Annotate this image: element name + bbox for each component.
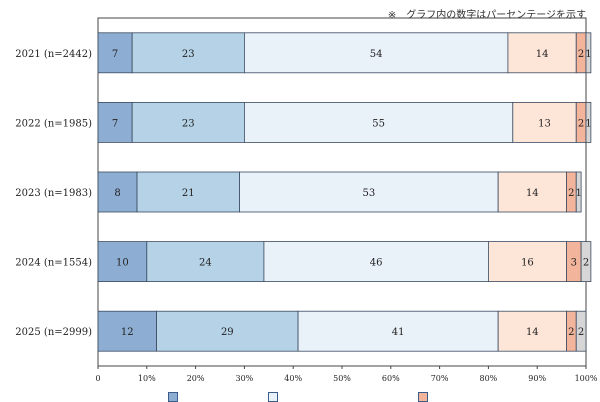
x-tick-label: 70% — [431, 374, 449, 383]
data-label: 23 — [182, 49, 195, 60]
data-label: 7 — [112, 49, 118, 60]
data-label: 3 — [571, 258, 577, 269]
bar-segment — [136, 171, 240, 213]
category-label: 2024 (n=1554) — [15, 258, 92, 269]
bar-segment — [97, 102, 133, 143]
data-label: 1 — [585, 49, 591, 60]
data-label: 10 — [116, 258, 129, 269]
data-label: 23 — [182, 118, 195, 129]
x-tick-label: 50% — [333, 374, 351, 383]
data-label: 14 — [536, 49, 549, 60]
bar-segment — [297, 310, 499, 352]
data-label: 21 — [182, 188, 195, 199]
bar-segment — [131, 102, 245, 143]
bar-segment — [575, 310, 587, 352]
x-tick-label: 10% — [138, 374, 156, 383]
x-tick-label: 80% — [480, 374, 498, 383]
bar-segment — [585, 32, 592, 74]
x-tick-label: 100% — [575, 374, 598, 383]
data-label: 7 — [112, 118, 118, 129]
data-label: 14 — [526, 188, 539, 199]
data-label: 16 — [521, 258, 534, 269]
data-label: 2 — [568, 188, 574, 199]
bar-segment — [580, 241, 592, 283]
data-label: 2 — [568, 327, 574, 338]
bar-segment — [131, 32, 245, 74]
chart-note: ※ グラフ内の数字はパーセンテージを示す — [387, 10, 586, 21]
x-tick-label: 20% — [187, 374, 205, 383]
bar-segment — [585, 102, 592, 143]
bar-segment — [243, 102, 514, 143]
data-label: 29 — [221, 327, 234, 338]
data-label: 8 — [114, 188, 120, 199]
category-label: 2025 (n=2999) — [15, 327, 92, 338]
data-label: 2 — [578, 118, 584, 129]
x-tick-label: 40% — [284, 374, 302, 383]
legend-swatch-2 — [268, 392, 278, 402]
bar-segment — [497, 171, 567, 213]
bar-segment — [575, 171, 582, 213]
bar-segment — [487, 241, 567, 283]
data-label: 2 — [578, 327, 584, 338]
data-label: 54 — [370, 49, 383, 60]
data-label: 55 — [372, 118, 385, 129]
bar-segment — [239, 171, 499, 213]
data-label: 53 — [362, 188, 375, 199]
data-label: 24 — [199, 258, 212, 269]
legend-item-2 — [268, 392, 278, 402]
bar-segment — [497, 310, 567, 352]
x-tick-label: 30% — [236, 374, 254, 383]
data-label: 1 — [575, 188, 581, 199]
category-label: 2022 (n=1985) — [15, 118, 92, 129]
data-label: 14 — [526, 327, 539, 338]
x-tick-label: 90% — [528, 374, 546, 383]
legend — [168, 392, 428, 402]
bar-segment — [97, 171, 138, 213]
data-label: 2 — [583, 258, 589, 269]
bar-segment — [146, 241, 265, 283]
x-tick-label: 0 — [95, 374, 100, 383]
x-tick-label: 60% — [382, 374, 400, 383]
category-label: 2021 (n=2442) — [15, 49, 92, 60]
bar-segment — [263, 241, 489, 283]
data-label: 1 — [585, 118, 591, 129]
bar-segment — [97, 310, 157, 352]
bar-segment — [97, 241, 148, 283]
data-label: 46 — [370, 258, 383, 269]
data-label: 2 — [578, 49, 584, 60]
legend-swatch-1 — [168, 392, 178, 402]
legend-item-3 — [418, 392, 428, 402]
data-label: 41 — [392, 327, 405, 338]
legend-item-1 — [168, 392, 178, 402]
legend-swatch-3 — [418, 392, 428, 402]
category-label: 2023 (n=1983) — [15, 188, 92, 199]
data-label: 13 — [538, 118, 551, 129]
data-label: 12 — [121, 327, 134, 338]
